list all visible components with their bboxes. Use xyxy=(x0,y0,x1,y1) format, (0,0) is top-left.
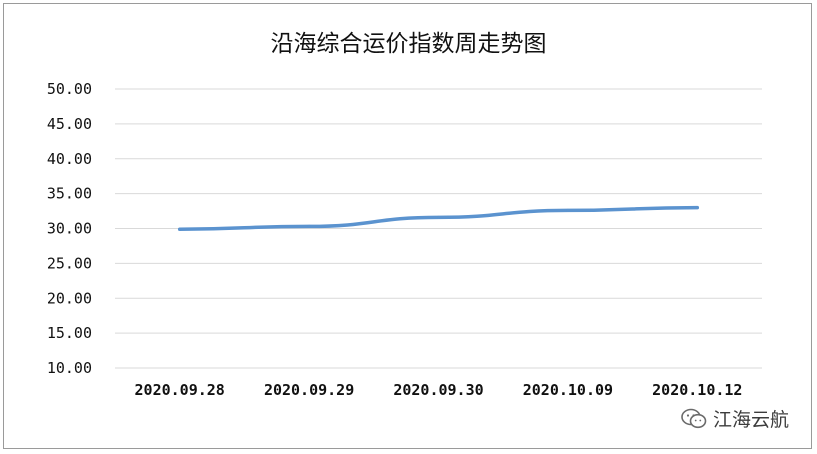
data-point xyxy=(307,224,311,228)
watermark-text: 江海云航 xyxy=(712,409,789,431)
x-tick-label: 2020.09.30 xyxy=(393,381,483,399)
chart-title: 沿海综合运价指数周走势图 xyxy=(270,31,547,57)
watermark: 江海云航 xyxy=(681,405,789,432)
y-tick-label: 45.00 xyxy=(47,115,92,133)
data-point xyxy=(437,215,440,219)
gridlines xyxy=(115,88,762,369)
series-lines xyxy=(177,205,700,231)
y-tick-label: 40.00 xyxy=(47,150,92,168)
x-axis-ticks: 2020.09.28 2020.09.29 2020.09.30 2020.10.09… xyxy=(135,381,743,399)
data-point xyxy=(695,206,699,210)
y-tick-label: 50.00 xyxy=(47,80,92,98)
data-point xyxy=(178,227,182,231)
y-tick-label: 25.00 xyxy=(47,254,92,272)
x-tick-label: 2020.09.28 xyxy=(135,381,225,399)
y-tick-label: 15.00 xyxy=(47,324,92,342)
x-tick-label: 2020.10.12 xyxy=(652,381,742,399)
y-tick-label: 10.00 xyxy=(47,359,92,377)
y-tick-label: 30.00 xyxy=(47,220,92,238)
wechat-icon xyxy=(681,408,707,428)
y-axis-ticks: 10.00 15.00 20.00 25.00 30.00 35.00 40.00 45.00… xyxy=(47,80,92,377)
chart-frame xyxy=(3,3,812,449)
x-tick-label: 2020.10.09 xyxy=(523,381,613,399)
data-point xyxy=(566,208,570,212)
x-tick-label: 2020.09.29 xyxy=(264,381,354,399)
y-tick-label: 35.00 xyxy=(47,185,92,203)
y-tick-label: 20.00 xyxy=(47,289,92,307)
